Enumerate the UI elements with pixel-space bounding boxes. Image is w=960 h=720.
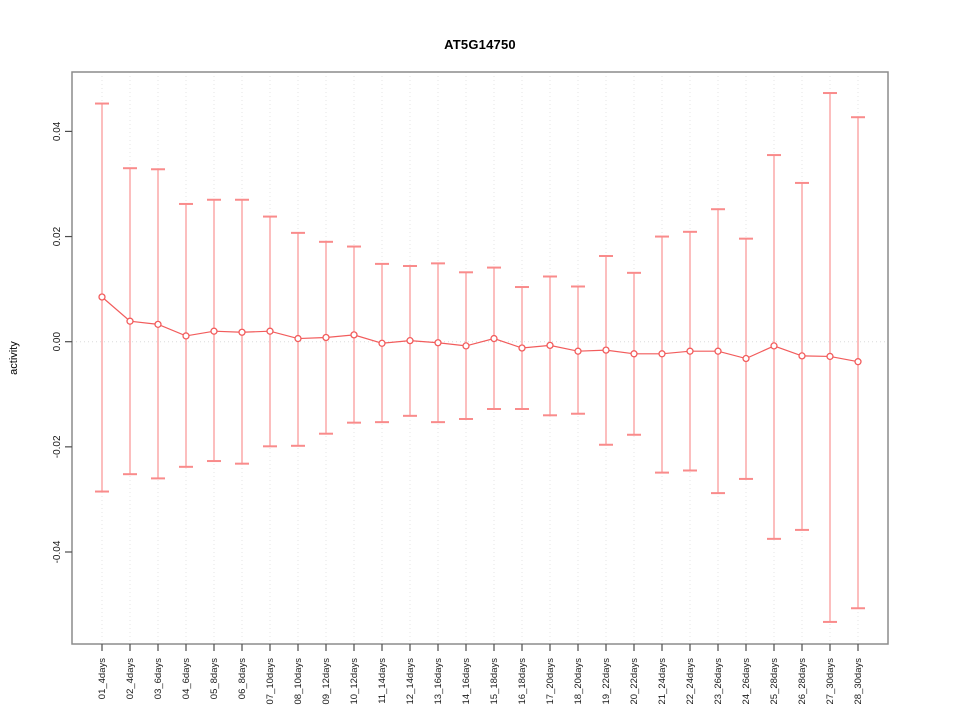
data-point <box>630 350 638 358</box>
data-point <box>770 342 778 350</box>
x-tick-label: 05_8days <box>209 658 220 699</box>
x-tick-label: 09_12days <box>321 658 332 705</box>
plot-box <box>71 71 889 645</box>
data-point <box>546 341 554 350</box>
x-tick-label: 14_16days <box>461 658 472 705</box>
data-point <box>350 331 358 339</box>
mean-line <box>101 296 859 363</box>
x-tick-label: 21_24days <box>657 658 668 705</box>
data-point <box>574 347 582 355</box>
x-tick-label: 27_30days <box>825 658 836 705</box>
data-point <box>798 352 806 360</box>
data-point <box>434 339 442 347</box>
x-tick-label: 23_26days <box>713 658 724 705</box>
data-point <box>378 339 386 347</box>
data-point <box>322 333 330 342</box>
x-tick-label: 28_30days <box>853 658 864 705</box>
data-point <box>238 328 246 336</box>
x-tick-label: 04_6days <box>181 658 192 699</box>
x-tick-label: 26_28days <box>797 658 808 705</box>
x-tick-label: 02_4days <box>125 658 136 699</box>
data-point <box>266 327 274 335</box>
data-point <box>518 344 526 352</box>
data-point <box>126 317 134 325</box>
x-tick-label: 08_10days <box>293 658 304 705</box>
data-point <box>854 358 862 366</box>
data-point <box>826 352 834 361</box>
data-point <box>294 334 302 343</box>
data-point <box>742 354 750 363</box>
x-tick-label: 03_6days <box>153 658 164 699</box>
x-tick-label: 07_10days <box>265 658 276 705</box>
x-tick-label: 24_26days <box>741 658 752 705</box>
data-point <box>182 332 190 340</box>
x-tick-label: 06_8days <box>237 658 248 699</box>
x-tick-label: 10_12days <box>349 658 360 705</box>
x-tick-label: 01_4days <box>97 658 108 699</box>
data-point <box>714 347 722 355</box>
chart-title: AT5G14750 <box>444 37 516 52</box>
y-tick-label: -0.04 <box>52 540 63 563</box>
x-tick-label: 12_14days <box>405 658 416 705</box>
y-tick-label: 0.04 <box>52 121 63 141</box>
x-tick-label: 20_22days <box>629 658 640 705</box>
x-tick-label: 18_20days <box>573 658 584 705</box>
data-point <box>154 320 162 329</box>
x-tick-label: 25_28days <box>769 658 780 705</box>
y-tick-label: 0.00 <box>52 332 63 352</box>
x-tick-label: 15_18days <box>489 658 500 705</box>
x-tick-label: 19_22days <box>601 658 612 705</box>
y-tick-label: 0.02 <box>52 226 63 246</box>
x-tick-label: 13_16days <box>433 658 444 705</box>
data-point <box>658 350 666 358</box>
data-point <box>210 327 218 335</box>
x-tick-label: 16_18days <box>517 658 528 705</box>
x-tick-label: 22_24days <box>685 658 696 705</box>
data-point <box>602 346 610 354</box>
data-point <box>686 347 694 355</box>
data-point <box>490 334 498 343</box>
data-point <box>98 293 106 301</box>
x-tick-label: 11_14days <box>377 658 388 704</box>
data-point <box>462 342 470 350</box>
x-tick-label: 17_20days <box>545 658 556 705</box>
y-tick-label: -0.02 <box>52 435 63 458</box>
data-point <box>406 337 414 345</box>
